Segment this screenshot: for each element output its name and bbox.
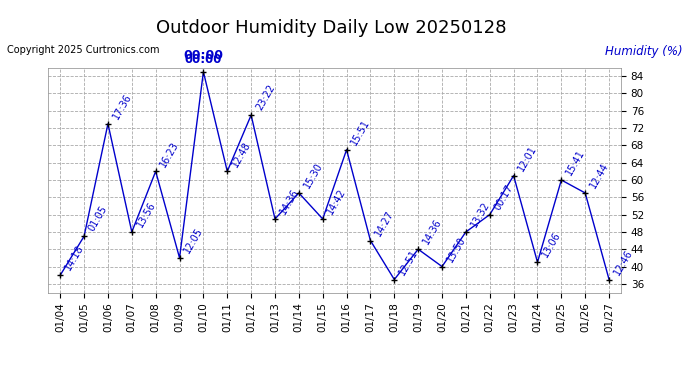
Text: 13:32: 13:32 [469, 200, 491, 229]
Text: 16:23: 16:23 [159, 140, 181, 169]
Text: 13:06: 13:06 [540, 230, 563, 260]
Text: 00:17: 00:17 [493, 183, 515, 212]
Text: Outdoor Humidity Daily Low 20250128: Outdoor Humidity Daily Low 20250128 [156, 19, 506, 37]
Text: 15:51: 15:51 [349, 118, 372, 147]
Text: 14:42: 14:42 [326, 187, 348, 216]
Text: 12:46: 12:46 [612, 248, 634, 277]
Text: 00:00: 00:00 [184, 49, 224, 62]
Text: 17:36: 17:36 [110, 92, 133, 121]
Text: 12:44: 12:44 [588, 161, 611, 190]
Text: 12:05: 12:05 [182, 226, 205, 255]
Text: 01:05: 01:05 [87, 204, 110, 234]
Text: 14:27: 14:27 [373, 209, 396, 238]
Text: 13:50: 13:50 [445, 235, 467, 264]
Text: Humidity (%): Humidity (%) [606, 45, 683, 58]
Text: 14:36: 14:36 [421, 217, 444, 246]
Text: Copyright 2025 Curtronics.com: Copyright 2025 Curtronics.com [7, 45, 159, 55]
Text: 12:48: 12:48 [230, 140, 253, 169]
Text: 12:01: 12:01 [516, 144, 539, 173]
Text: 14:18: 14:18 [63, 243, 86, 272]
Text: 15:30: 15:30 [302, 161, 324, 190]
Text: 23:22: 23:22 [254, 83, 277, 112]
Text: 00:00: 00:00 [185, 53, 222, 66]
Text: 12:51: 12:51 [397, 248, 420, 277]
Text: 15:41: 15:41 [564, 148, 586, 177]
Text: 13:56: 13:56 [135, 200, 157, 229]
Text: 14:36: 14:36 [278, 187, 300, 216]
